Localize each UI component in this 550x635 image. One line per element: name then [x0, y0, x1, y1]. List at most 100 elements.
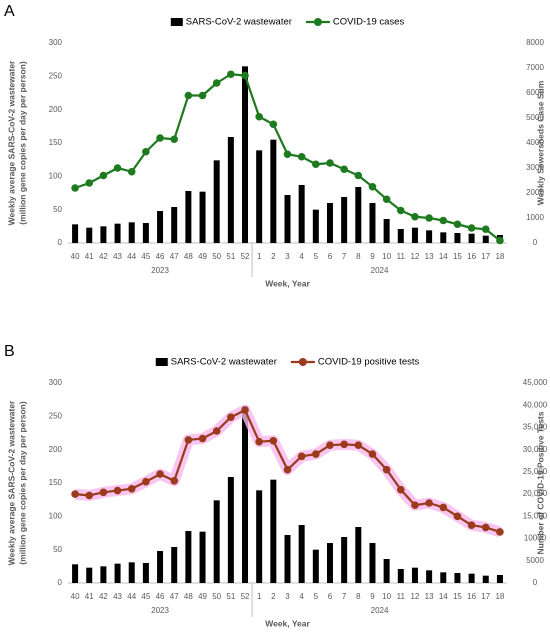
bar [100, 226, 107, 243]
line-marker [496, 528, 504, 536]
bar [383, 219, 390, 243]
y-axis-title: (million gene copies per day per person) [17, 401, 27, 565]
bar [171, 207, 178, 243]
x-tick-label: 45 [141, 592, 150, 601]
line-marker [99, 488, 108, 497]
bar [142, 223, 149, 243]
x-tick-label: 46 [156, 252, 165, 261]
line-marker [354, 171, 363, 180]
line-marker [453, 220, 462, 229]
bar [128, 222, 135, 243]
bar [426, 570, 433, 583]
bar [199, 531, 206, 583]
y-tick-label: 50 [53, 545, 62, 554]
bar [298, 185, 305, 243]
line-marker [113, 486, 122, 495]
line-marker [496, 236, 504, 245]
y2-tick-label: 0 [533, 238, 538, 247]
bar [426, 230, 433, 243]
bar [440, 232, 447, 243]
x-tick-label: 9 [370, 592, 375, 601]
y-tick-label: 0 [58, 578, 63, 587]
bar [242, 66, 249, 243]
y-tick-label: 200 [49, 445, 63, 454]
x-tick-label: 14 [439, 252, 448, 261]
y2-tick-label: 6000 [526, 88, 544, 97]
y-tick-label: 150 [49, 478, 63, 487]
x-tick-label: 5 [314, 252, 319, 261]
bar [242, 406, 249, 583]
line-marker [396, 485, 405, 494]
legend-label: SARS-CoV-2 wastewater [186, 17, 292, 28]
y2-tick-label: 2000 [526, 188, 544, 197]
x-tick-label: 44 [127, 592, 136, 601]
bar [369, 203, 376, 243]
x-tick-label: 13 [425, 592, 434, 601]
x-tick-label: 16 [467, 252, 476, 261]
bar [355, 527, 362, 583]
x-tick-label: 42 [99, 252, 108, 261]
x-tick-label: 8 [356, 592, 361, 601]
bar [397, 229, 404, 243]
x-axis-title: Week, Year [265, 278, 310, 288]
y-tick-label: 50 [53, 205, 62, 214]
bar [72, 224, 79, 243]
y2-tick-label: 5000 [526, 556, 544, 565]
bar [256, 150, 263, 243]
line-marker [326, 441, 334, 450]
bar [454, 573, 461, 583]
x-group-label: 2023 [151, 266, 169, 275]
panel: A050100150200250300010002000300040005000… [4, 3, 545, 288]
x-tick-label: 3 [285, 252, 290, 261]
bar [114, 223, 121, 243]
panel: B050100150200250300050001000015,00020,00… [4, 343, 548, 628]
bar [284, 195, 291, 243]
bar [496, 575, 503, 583]
x-tick-label: 12 [410, 592, 419, 601]
line-marker [368, 450, 377, 458]
line-marker [212, 79, 221, 87]
line-marker [85, 491, 94, 500]
line-marker [425, 499, 433, 507]
legend-marker [313, 18, 322, 26]
x-tick-label: 43 [113, 592, 122, 601]
line-marker [312, 160, 320, 169]
bar [72, 564, 79, 583]
line-marker [439, 216, 448, 225]
bar [482, 575, 489, 583]
x-tick-label: 10 [382, 592, 391, 601]
bar [142, 563, 149, 583]
bar [213, 160, 220, 243]
x-tick-label: 16 [467, 592, 476, 601]
y2-tick-label: 40,000 [523, 400, 548, 409]
legend: SARS-CoV-2 wastewater COVID-19 cases [170, 17, 404, 28]
x-tick-label: 51 [226, 252, 235, 261]
line-marker [255, 112, 263, 121]
bar [454, 233, 461, 243]
x-tick-label: 47 [170, 252, 179, 261]
x-tick-label: 4 [299, 252, 304, 261]
x-tick-label: 50 [212, 252, 221, 261]
line-marker [326, 159, 334, 167]
x-tick-label: 18 [495, 252, 504, 261]
x-tick-label: 48 [184, 252, 193, 261]
x-tick-label: 3 [285, 592, 290, 601]
bar [171, 547, 178, 583]
x-tick-label: 52 [241, 252, 250, 261]
line-marker [481, 523, 490, 532]
legend-label: SARS-CoV-2 wastewater [171, 357, 277, 368]
y-tick-label: 150 [49, 138, 63, 147]
bar [468, 573, 475, 583]
y-axis-title: Weekly average SARS-CoV-2 wastewater [6, 400, 16, 565]
x-tick-label: 9 [370, 252, 375, 261]
line-marker [467, 521, 476, 530]
y-tick-label: 100 [49, 511, 63, 520]
bar [185, 531, 192, 583]
line-marker [340, 440, 348, 449]
x-tick-label: 49 [198, 252, 207, 261]
legend-label: COVID-19 positive tests [318, 357, 420, 368]
line-marker [382, 465, 391, 474]
x-tick-label: 4 [299, 592, 304, 601]
bar [86, 227, 93, 243]
x-tick-label: 14 [439, 592, 448, 601]
